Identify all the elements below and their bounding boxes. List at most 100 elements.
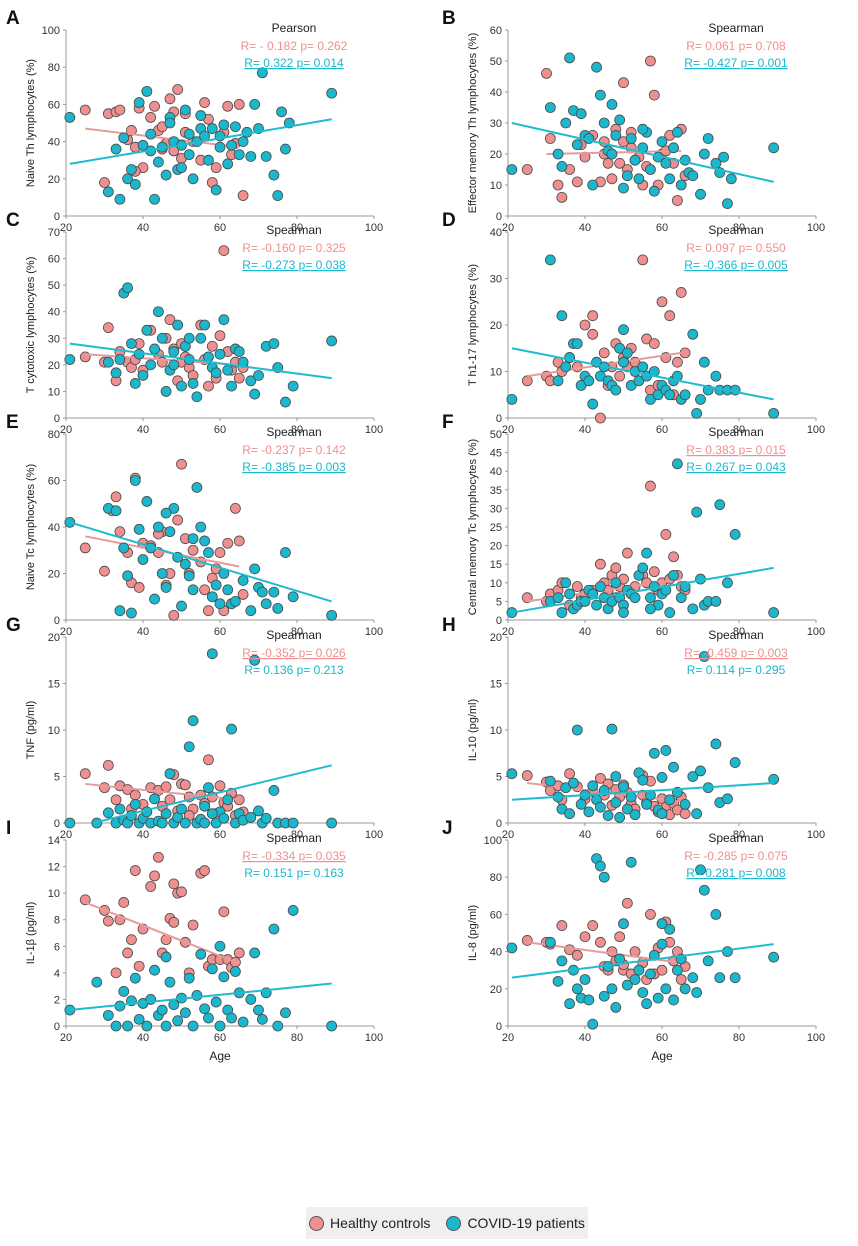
point-covid bbox=[237, 1016, 249, 1028]
panel-letter-a: A bbox=[6, 8, 20, 29]
y-tick-label: 0 bbox=[54, 818, 60, 830]
point-healthy bbox=[233, 99, 245, 110]
stat-covid: R= -0.427 p= 0.001 bbox=[684, 56, 788, 70]
point-covid bbox=[218, 119, 230, 131]
panel-letter-j: J bbox=[442, 818, 453, 839]
point-covid bbox=[210, 367, 222, 379]
point-covid bbox=[660, 983, 672, 995]
point-covid bbox=[195, 110, 207, 121]
point-covid bbox=[587, 780, 599, 792]
point-covid bbox=[199, 319, 211, 331]
point-healthy bbox=[579, 319, 591, 331]
y-tick-label: 20 bbox=[490, 149, 502, 161]
point-healthy bbox=[541, 68, 552, 79]
point-healthy bbox=[606, 173, 618, 185]
point-healthy bbox=[672, 356, 683, 368]
point-healthy bbox=[637, 254, 649, 266]
point-covid bbox=[698, 884, 710, 896]
stat-healthy: R= -0.160 p= 0.325 bbox=[242, 241, 346, 255]
x-tick-label: 20 bbox=[60, 829, 72, 841]
point-healthy bbox=[629, 946, 641, 957]
x-tick-label: 60 bbox=[214, 424, 226, 436]
point-covid bbox=[203, 547, 214, 558]
trendline-healthy bbox=[84, 901, 240, 965]
point-covid bbox=[145, 359, 157, 371]
x-tick-label: 40 bbox=[579, 222, 591, 234]
point-covid bbox=[179, 558, 191, 570]
point-covid bbox=[118, 132, 130, 144]
point-healthy bbox=[587, 328, 599, 340]
x-tick-label: 100 bbox=[807, 626, 825, 638]
point-healthy bbox=[618, 77, 629, 89]
point-covid bbox=[280, 1007, 291, 1019]
point-covid bbox=[183, 149, 195, 161]
point-covid bbox=[587, 398, 599, 410]
y-tick-label: 0 bbox=[496, 1021, 502, 1033]
x-tick-label: 40 bbox=[579, 424, 591, 436]
y-tick-label: 14 bbox=[48, 835, 60, 847]
point-covid bbox=[141, 324, 153, 336]
point-healthy bbox=[203, 605, 214, 617]
x-tick-label: 60 bbox=[214, 222, 226, 234]
y-tick-label: 0 bbox=[496, 211, 502, 223]
stat-covid: R= 0.114 p= 0.295 bbox=[687, 663, 786, 677]
point-covid bbox=[633, 173, 645, 185]
point-covid bbox=[276, 106, 288, 118]
point-covid bbox=[268, 169, 280, 181]
y-tick-label: 40 bbox=[490, 87, 502, 99]
point-covid bbox=[210, 184, 222, 196]
point-healthy bbox=[199, 584, 211, 596]
point-healthy bbox=[564, 768, 575, 780]
point-covid bbox=[618, 324, 629, 336]
point-covid bbox=[641, 998, 652, 1010]
x-tick-label: 80 bbox=[733, 1032, 745, 1044]
point-covid bbox=[695, 765, 706, 777]
x-tick-label: 40 bbox=[137, 1032, 149, 1044]
point-healthy bbox=[110, 491, 122, 503]
point-healthy bbox=[126, 934, 137, 946]
point-covid bbox=[187, 584, 199, 596]
point-covid bbox=[571, 139, 583, 151]
covid-patients-swatch bbox=[446, 1215, 462, 1231]
point-healthy bbox=[237, 589, 249, 600]
point-healthy bbox=[206, 340, 218, 352]
point-covid bbox=[64, 354, 76, 365]
panel-letter-g: G bbox=[6, 615, 21, 636]
point-covid bbox=[214, 348, 226, 360]
point-healthy bbox=[172, 84, 184, 95]
point-covid bbox=[687, 972, 699, 984]
y-tick-label: 70 bbox=[48, 227, 60, 239]
point-covid bbox=[260, 598, 272, 610]
point-covid bbox=[102, 807, 114, 819]
y-tick-label: 20 bbox=[48, 569, 60, 581]
point-covid bbox=[199, 1003, 211, 1015]
point-covid bbox=[203, 154, 214, 166]
point-covid bbox=[195, 521, 207, 533]
point-covid bbox=[710, 909, 722, 920]
point-covid bbox=[768, 951, 780, 963]
point-covid bbox=[280, 396, 291, 408]
point-covid bbox=[768, 773, 780, 785]
point-covid bbox=[568, 777, 579, 789]
point-healthy bbox=[222, 537, 234, 549]
point-covid bbox=[560, 361, 572, 373]
point-covid bbox=[614, 114, 626, 126]
point-healthy bbox=[668, 551, 679, 563]
y-tick-label: 0 bbox=[54, 615, 60, 627]
x-axis-label: Age bbox=[651, 1049, 673, 1063]
x-tick-label: 100 bbox=[807, 829, 825, 841]
y-tick-label: 5 bbox=[496, 596, 502, 608]
point-covid bbox=[249, 563, 261, 575]
point-healthy bbox=[203, 754, 214, 766]
point-covid bbox=[629, 809, 641, 821]
stat-covid: R= 0.322 p= 0.014 bbox=[244, 56, 344, 70]
point-covid bbox=[237, 575, 249, 586]
point-covid bbox=[610, 797, 622, 808]
point-covid bbox=[206, 123, 218, 134]
point-covid bbox=[618, 356, 629, 368]
point-covid bbox=[126, 607, 137, 619]
point-healthy bbox=[79, 104, 91, 116]
point-covid bbox=[637, 123, 649, 135]
point-covid bbox=[110, 143, 122, 155]
